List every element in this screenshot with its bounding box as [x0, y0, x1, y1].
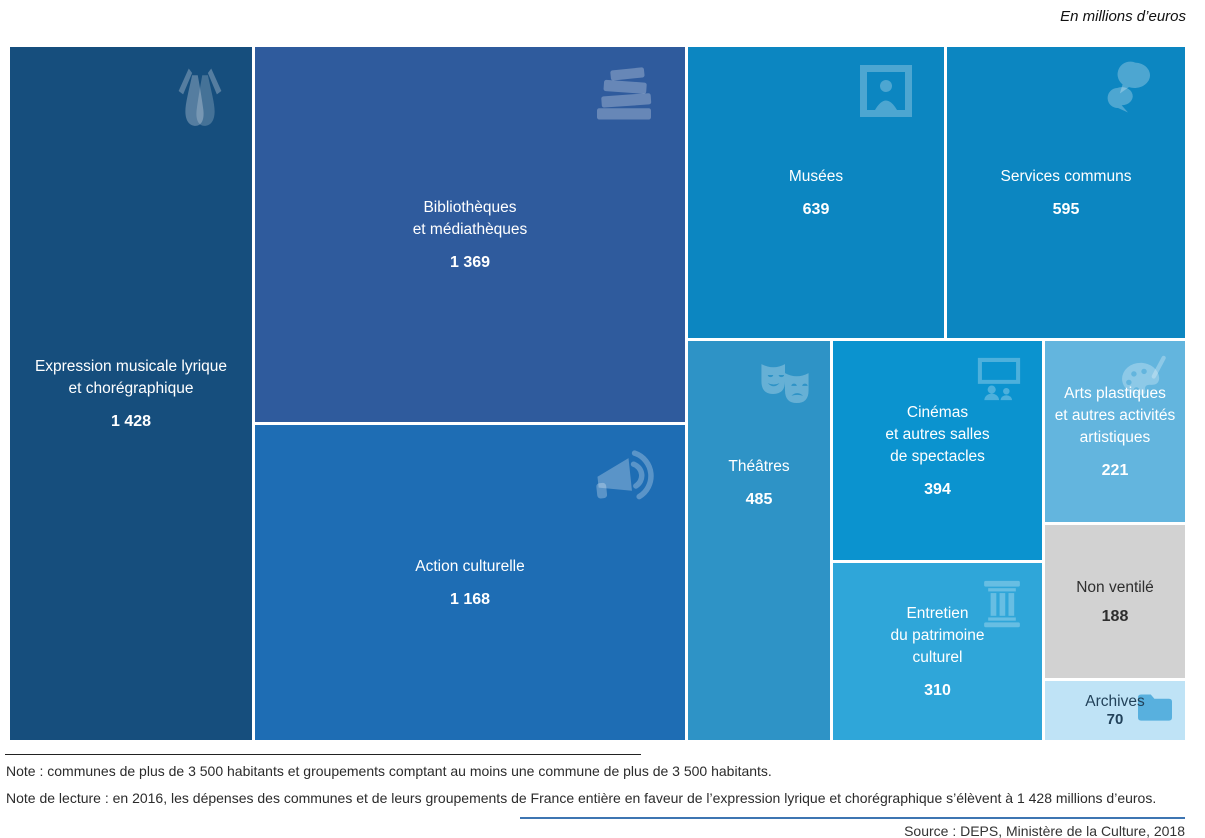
tile-text: Arts plastiques et autres activités arti… [1055, 383, 1176, 479]
tile-value: 70 [1106, 711, 1124, 729]
tile-text: Bibliothèques et médiathèques 1 369 [413, 197, 528, 271]
source-divider [520, 817, 1185, 819]
tile-label: Archives [1085, 692, 1145, 710]
tile-text: Expression musicale lyrique et chorégrap… [35, 356, 227, 430]
cinema-screen-icon [970, 353, 1028, 405]
framed-painting-icon [854, 59, 918, 123]
tile-label: Action culturelle [415, 558, 525, 576]
folder-icon [1135, 689, 1175, 723]
tile-text: Musées 639 [789, 166, 843, 219]
treemap-tile-action-culturelle: Action culturelle 1 168 [255, 425, 685, 740]
tile-value: 639 [802, 200, 830, 218]
palette-icon [1115, 351, 1173, 405]
tile-text: Action culturelle 1 168 [415, 556, 524, 609]
treemap-tile-arts-plastiques: Arts plastiques et autres activités arti… [1045, 341, 1185, 522]
treemap-tile-entretien-patrimoine: Entretien du patrimoine culturel 310 [833, 563, 1042, 740]
tile-value: 595 [1052, 200, 1080, 218]
ballet-shoes-icon [164, 61, 236, 139]
tile-value: 310 [924, 681, 951, 699]
treemap-tile-cinemas: Cinémas et autres salles de spectacles 3… [833, 341, 1042, 560]
notes-divider [5, 754, 641, 755]
tile-value: 394 [924, 480, 951, 498]
treemap-tile-services-communs: Services communs 595 [947, 47, 1185, 338]
tile-label: Arts plastiques et autres activités arti… [1054, 385, 1176, 446]
books-icon [585, 61, 663, 133]
tile-value: 221 [1101, 461, 1129, 479]
treemap: Expression musicale lyrique et chorégrap… [10, 47, 1185, 740]
treemap-tile-expression-musicale: Expression musicale lyrique et chorégrap… [10, 47, 252, 740]
treemap-tile-non-ventile: Non ventilé 188 [1045, 525, 1185, 678]
reading-note-text: Note de lecture : en 2016, les dépenses … [6, 790, 1157, 806]
speech-bubbles-icon [1095, 59, 1161, 117]
tile-value: 1 168 [449, 590, 491, 608]
tile-text: Entretien du patrimoine culturel 310 [891, 603, 985, 699]
treemap-tile-musees: Musées 639 [688, 47, 944, 338]
tile-label: Cinémas et autres salles de spectacles [885, 404, 990, 465]
tile-label: Théâtres [728, 458, 790, 476]
tile-text: Théâtres 485 [728, 456, 789, 509]
theater-masks-icon [754, 355, 816, 413]
treemap-tile-bibliotheques: Bibliothèques et médiathèques 1 369 [255, 47, 685, 422]
unit-label: En millions d’euros [1060, 8, 1186, 25]
tile-label: Expression musicale lyrique et chorégrap… [34, 358, 228, 397]
note-text: Note : communes de plus de 3 500 habitan… [6, 763, 772, 779]
megaphone-icon [582, 437, 671, 515]
tile-text: Services communs 595 [1001, 166, 1132, 219]
tile-value: 1 428 [110, 412, 152, 430]
tile-label: Entretien du patrimoine culturel [890, 605, 985, 666]
column-icon [976, 573, 1028, 631]
tile-value: 485 [745, 490, 773, 508]
tile-text: Archives 70 [1085, 693, 1144, 729]
tile-label: Bibliothèques et médiathèques [412, 199, 528, 238]
tile-text: Cinémas et autres salles de spectacles 3… [885, 402, 989, 498]
tile-value: 1 369 [449, 253, 491, 271]
tile-text: Non ventilé 188 [1076, 577, 1154, 627]
tile-value: 188 [1101, 608, 1129, 626]
treemap-tile-theatres: Théâtres 485 [688, 341, 830, 740]
tile-label: Services communs [1000, 168, 1132, 186]
source-text: Source : DEPS, Ministère de la Culture, … [904, 823, 1185, 838]
tile-label: Musées [788, 168, 844, 186]
treemap-tile-archives: Archives 70 [1045, 681, 1185, 740]
tile-label: Non ventilé [1076, 578, 1154, 596]
